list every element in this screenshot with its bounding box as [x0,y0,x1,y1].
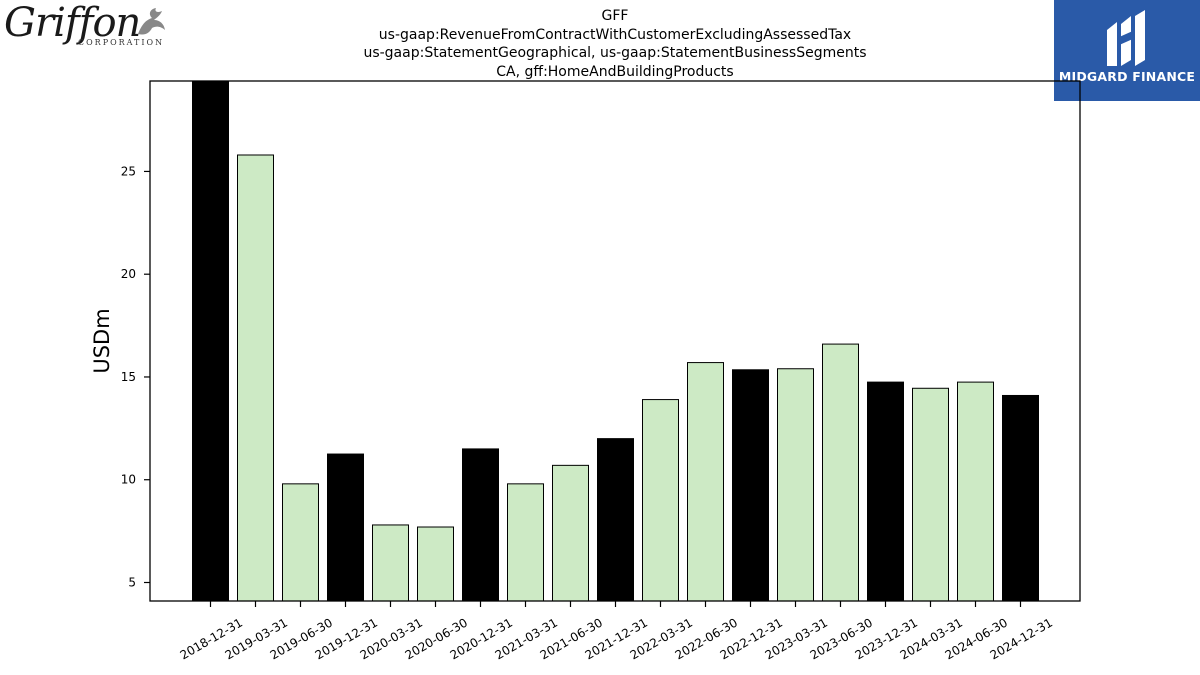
bars-group [192,81,1039,601]
bar-2021-03-31 [507,483,544,601]
midgard-finance-logo: MIDGARD FINANCE [1054,0,1200,101]
midgard-mark-icon [1107,10,1145,66]
bar-2024-03-31 [912,387,949,601]
y-tick-label-15: 15 [121,370,136,384]
bar-2024-06-30 [957,381,994,601]
bar-2021-06-30 [552,464,589,601]
y-axis-label: USDm [90,308,114,373]
bar-2021-12-31 [597,438,634,601]
bar-2019-06-30 [282,483,319,601]
bar-2019-03-31 [237,154,274,601]
griffon-logo-word: Griffon [4,0,141,46]
x-axis: 2018-12-312019-03-312019-06-302019-12-31… [178,601,1055,662]
title-line-members: CA, gff:HomeAndBuildingProducts [496,63,734,80]
title-line-concept: us-gaap:RevenueFromContractWithCustomerE… [378,26,852,43]
griffin-icon [138,8,165,35]
title-line-ticker: GFF [601,8,629,24]
midgard-brand-text: MIDGARD FINANCE [1058,69,1196,84]
bar-2019-12-31 [327,453,364,601]
bar-2020-03-31 [372,524,409,601]
y-tick-label-20: 20 [121,267,136,281]
griffon-logo: Griffon CORPORATION [4,0,174,50]
y-axis: 5 10 15 20 25 [121,164,150,590]
title-line-axes: us-gaap:StatementGeographical, us-gaap:S… [363,45,867,61]
bar-2020-12-31 [462,448,499,601]
bar-2022-12-31 [732,369,769,601]
bar-2022-03-31 [642,399,679,601]
bar-2023-06-30 [822,343,859,601]
griffon-logo-sub: CORPORATION [78,38,165,47]
bar-2023-12-31 [867,381,904,601]
y-tick-label-5: 5 [128,576,136,590]
y-tick-label-10: 10 [121,473,136,487]
bar-2023-03-31 [777,368,814,601]
y-tick-label-25: 25 [121,164,136,178]
bar-2020-06-30 [417,526,454,601]
bar-2022-06-30 [687,362,724,601]
bar-2024-12-31 [1002,394,1039,601]
chart-title: GFF us-gaap:RevenueFromContractWithCusto… [300,7,930,81]
bar-2018-12-31 [192,81,229,601]
